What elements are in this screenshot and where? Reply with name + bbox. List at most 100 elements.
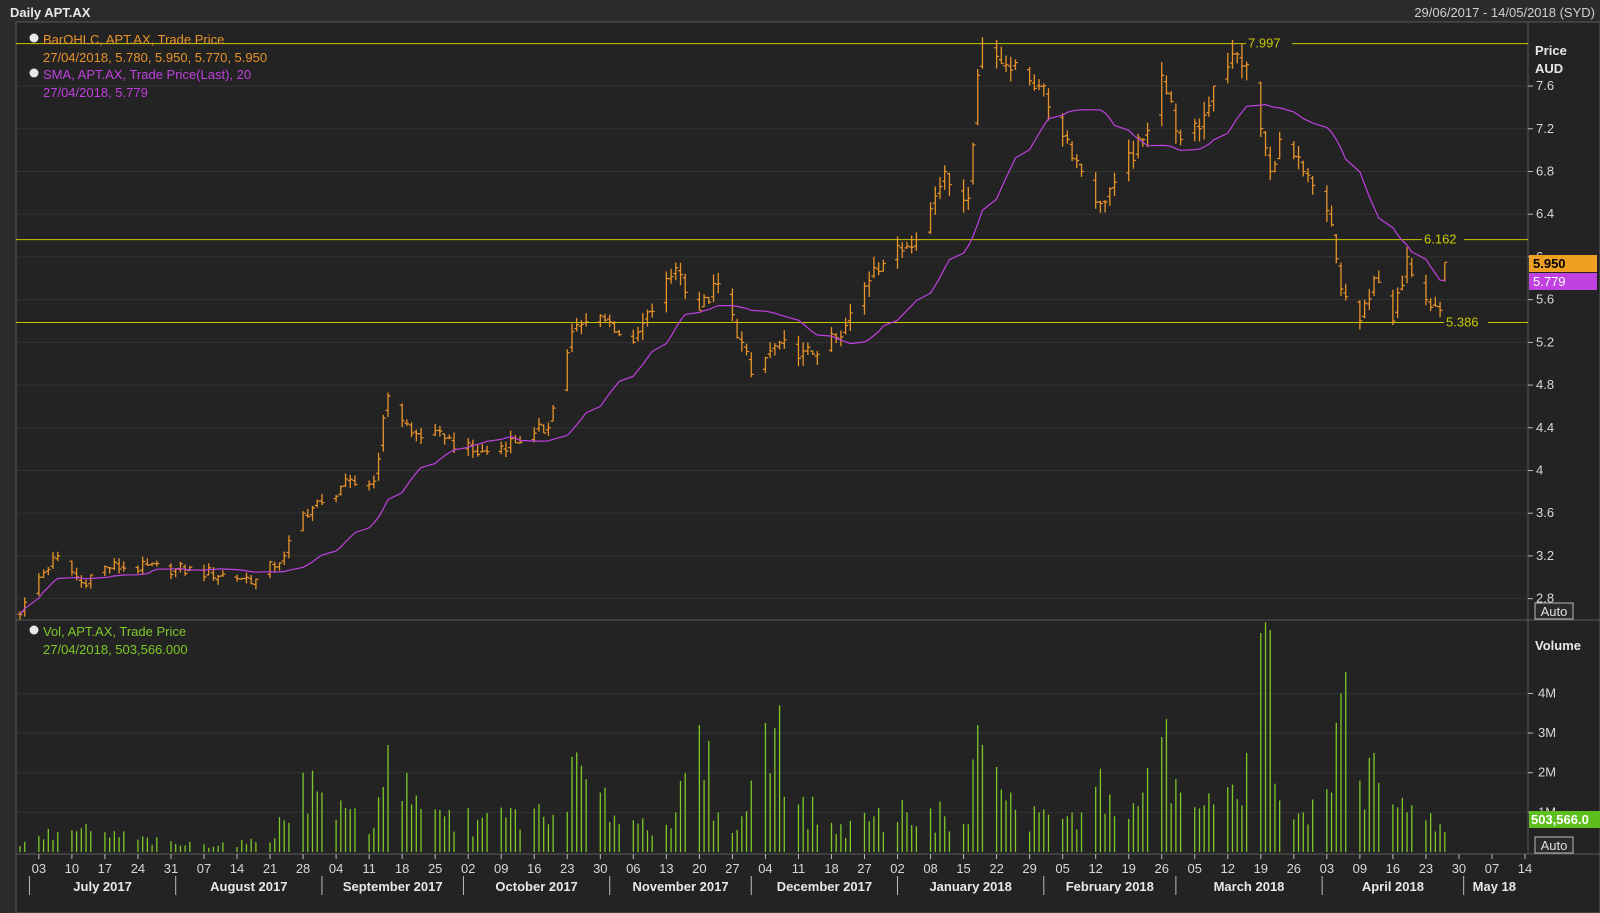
day-tick-label: 11 <box>362 861 376 876</box>
volume-tag-label: 503,566.0 <box>1531 812 1589 827</box>
volume-tick-label: 4M <box>1538 685 1556 700</box>
horizontal-line-label-bg <box>1444 314 1488 329</box>
price-tick-label: 2.8 <box>1536 591 1554 606</box>
month-label: December 2017 <box>777 879 872 894</box>
volume-axis-title: Volume <box>1535 638 1581 653</box>
horizontal-line-label: 6.162 <box>1424 232 1457 247</box>
last-price-tag-label: 5.950 <box>1533 256 1566 271</box>
day-tick-label: 02 <box>461 861 475 876</box>
day-tick-label: 23 <box>1419 861 1433 876</box>
price-tick-label: 6.8 <box>1536 164 1554 179</box>
day-tick-label: 19 <box>1254 861 1268 876</box>
price-tick-label: 4.8 <box>1536 377 1554 392</box>
bar-legend-icon[interactable] <box>29 33 39 43</box>
day-tick-label: 14 <box>230 861 244 876</box>
sma-legend-title: SMA, APT.AX, Trade Price(Last), 20 <box>43 67 251 82</box>
month-label: January 2018 <box>929 879 1011 894</box>
sma-legend[interactable]: SMA, APT.AX, Trade Price(Last), 20 27/04… <box>29 67 252 100</box>
last-price-tag <box>1529 255 1597 272</box>
day-tick-label: 15 <box>956 861 970 876</box>
day-tick-label: 09 <box>1353 861 1367 876</box>
day-tick-label: 05 <box>1055 861 1069 876</box>
day-tick-label: 29 <box>1022 861 1036 876</box>
volume-panel[interactable] <box>15 619 1529 855</box>
sma-line <box>19 103 1445 616</box>
price-axis-area <box>1527 21 1600 621</box>
price-auto-button[interactable] <box>1534 602 1574 620</box>
day-tick-label: 23 <box>560 861 574 876</box>
chart-title: Daily APT.AX <box>10 5 91 20</box>
price-axis-ticks: 7.67.26.86.465.65.24.84.443.63.22.8 <box>1528 78 1554 606</box>
volume-auto-label[interactable]: Auto <box>1541 838 1568 853</box>
month-label: May 18 <box>1473 879 1516 894</box>
month-label: July 2017 <box>73 879 132 894</box>
day-tick-label: 02 <box>890 861 904 876</box>
month-label: September 2017 <box>343 879 443 894</box>
time-axis-area <box>15 853 1600 913</box>
month-label: November 2017 <box>632 879 728 894</box>
volume-tick-label: 2M <box>1538 765 1556 780</box>
horizontal-line-label-bg <box>1422 231 1464 246</box>
day-tick-label: 08 <box>923 861 937 876</box>
day-tick-label: 24 <box>131 861 145 876</box>
volume-legend-values: 27/04/2018, 503,566.000 <box>43 642 188 657</box>
price-tick-label: 3.6 <box>1536 505 1554 520</box>
volume-auto-button[interactable] <box>1534 836 1574 854</box>
price-auto-label[interactable]: Auto <box>1541 604 1568 619</box>
price-axis-unit: AUD <box>1535 61 1563 76</box>
volume-tag <box>1529 811 1600 828</box>
volume-legend-title: Vol, APT.AX, Trade Price <box>43 624 186 639</box>
day-tick-label: 07 <box>197 861 211 876</box>
month-label: October 2017 <box>495 879 577 894</box>
sma-price-tag-label: 5.779 <box>1533 274 1566 289</box>
sma-legend-icon[interactable] <box>29 68 39 78</box>
day-tick-label: 28 <box>296 861 310 876</box>
day-tick-label: 20 <box>692 861 706 876</box>
day-tick-label: 10 <box>65 861 79 876</box>
sma-legend-values: 27/04/2018, 5.779 <box>43 85 148 100</box>
day-tick-label: 05 <box>1188 861 1202 876</box>
day-tick-label: 06 <box>626 861 640 876</box>
horizontal-line-label: 7.997 <box>1248 36 1281 51</box>
day-tick-label: 04 <box>329 861 343 876</box>
day-tick-label: 27 <box>857 861 871 876</box>
day-tick-label: 26 <box>1287 861 1301 876</box>
day-tick-label: 18 <box>824 861 838 876</box>
day-tick-label: 31 <box>164 861 178 876</box>
day-tick-label: 11 <box>792 861 806 876</box>
day-tick-label: 13 <box>659 861 673 876</box>
price-tick-label: 3.2 <box>1536 548 1554 563</box>
day-tick-label: 27 <box>725 861 739 876</box>
volume-legend-icon[interactable] <box>29 625 39 635</box>
price-panel[interactable] <box>15 21 1529 621</box>
time-axis: 03 10 17 24 31 07 14 21 28 04 11 18 25 02 09 16 23 30 06 13… <box>28 854 1532 895</box>
day-tick-label: 30 <box>593 861 607 876</box>
volume-legend[interactable]: Vol, APT.AX, Trade Price 27/04/2018, 503… <box>29 624 188 657</box>
bar-legend[interactable]: BarOHLC, APT.AX, Trade Price 27/04/2018,… <box>29 32 268 65</box>
horizontal-lines[interactable]: 7.997 6.162 5.386 <box>16 35 1528 330</box>
day-tick-label: 25 <box>428 861 442 876</box>
day-tick-label: 07 <box>1485 861 1499 876</box>
horizontal-line-label-bg <box>1246 35 1292 50</box>
day-tick-label: 19 <box>1121 861 1135 876</box>
day-tick-label: 22 <box>989 861 1003 876</box>
price-tick-label: 7.6 <box>1536 78 1554 93</box>
day-tick-label: 03 <box>1320 861 1334 876</box>
price-tick-label: 7.2 <box>1536 121 1554 136</box>
month-label: August 2017 <box>210 879 287 894</box>
day-tick-label: 12 <box>1088 861 1102 876</box>
day-tick-label: 30 <box>1452 861 1466 876</box>
horizontal-line-label: 5.386 <box>1446 314 1479 329</box>
price-tick-label: 4.4 <box>1536 420 1554 435</box>
day-tick-label: 14 <box>1518 861 1532 876</box>
day-tick-label: 04 <box>758 861 772 876</box>
price-tick-label: 6.4 <box>1536 206 1554 221</box>
day-tick-label: 21 <box>263 861 277 876</box>
price-tick-label: 5.6 <box>1536 292 1554 307</box>
day-tick-label: 18 <box>395 861 409 876</box>
bar-legend-title: BarOHLC, APT.AX, Trade Price <box>43 32 224 47</box>
price-tick-label: 4 <box>1536 463 1543 478</box>
month-label: February 2018 <box>1066 879 1154 894</box>
date-range: 29/06/2017 - 14/05/2018 (SYD) <box>1414 5 1595 20</box>
